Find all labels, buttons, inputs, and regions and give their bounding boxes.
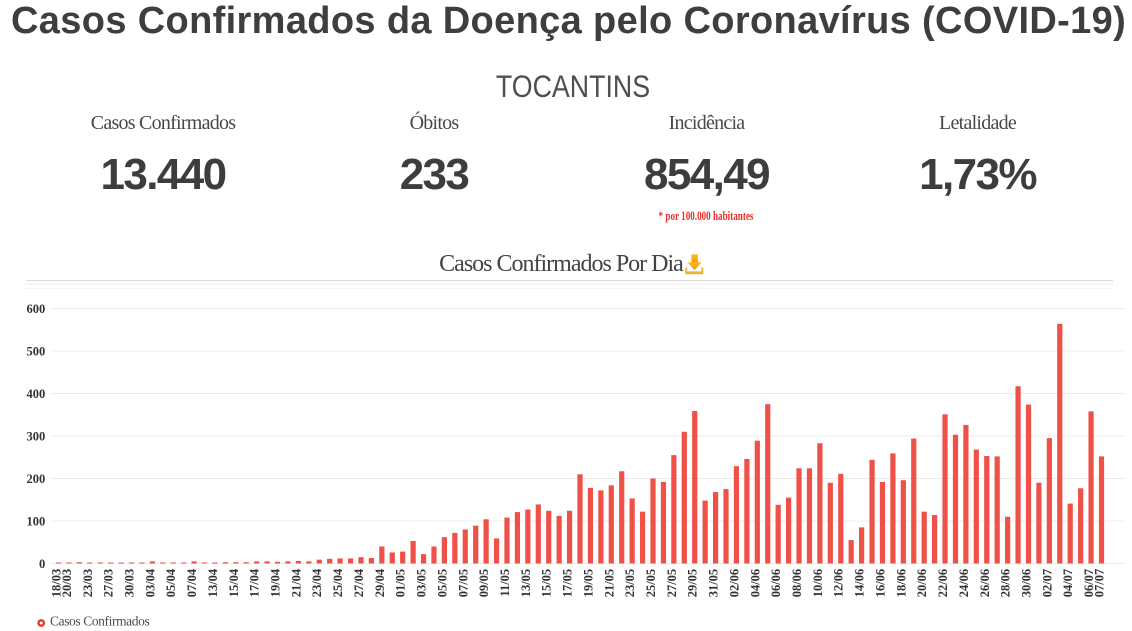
svg-text:29/05: 29/05 bbox=[686, 569, 700, 597]
svg-text:200: 200 bbox=[27, 472, 46, 486]
svg-text:12/06: 12/06 bbox=[832, 569, 846, 597]
svg-text:30/06: 30/06 bbox=[1019, 569, 1033, 597]
svg-text:03/04: 03/04 bbox=[143, 568, 157, 597]
svg-text:01/05: 01/05 bbox=[394, 569, 408, 597]
svg-text:11/05: 11/05 bbox=[498, 569, 512, 597]
svg-text:30/03: 30/03 bbox=[123, 569, 137, 597]
svg-text:26/06: 26/06 bbox=[978, 569, 992, 597]
svg-text:02/07: 02/07 bbox=[1040, 569, 1054, 597]
svg-text:17/04: 17/04 bbox=[248, 568, 262, 597]
svg-text:0: 0 bbox=[39, 557, 45, 571]
svg-text:14/06: 14/06 bbox=[853, 569, 867, 597]
svg-text:13/05: 13/05 bbox=[519, 569, 533, 597]
svg-text:18/03: 18/03 bbox=[50, 569, 64, 597]
svg-text:20/06: 20/06 bbox=[915, 569, 929, 597]
svg-text:06/06: 06/06 bbox=[769, 569, 783, 597]
svg-text:21/04: 21/04 bbox=[289, 568, 303, 597]
svg-text:08/06: 08/06 bbox=[790, 569, 804, 597]
svg-text:19/05: 19/05 bbox=[581, 569, 595, 597]
svg-text:04/06: 04/06 bbox=[748, 569, 762, 597]
svg-text:10/06: 10/06 bbox=[811, 569, 825, 597]
svg-text:29/04: 29/04 bbox=[373, 568, 387, 597]
svg-text:600: 600 bbox=[27, 302, 46, 316]
svg-text:24/06: 24/06 bbox=[957, 569, 971, 597]
svg-text:20/03: 20/03 bbox=[60, 569, 74, 597]
svg-text:13/04: 13/04 bbox=[206, 568, 220, 597]
svg-text:02/06: 02/06 bbox=[727, 569, 741, 597]
svg-text:100: 100 bbox=[27, 514, 46, 528]
svg-text:27/04: 27/04 bbox=[352, 568, 366, 597]
svg-text:25/04: 25/04 bbox=[331, 568, 345, 597]
svg-text:400: 400 bbox=[27, 387, 46, 401]
svg-text:07/04: 07/04 bbox=[185, 568, 199, 597]
svg-text:06/07: 06/07 bbox=[1082, 569, 1096, 597]
svg-text:31/05: 31/05 bbox=[707, 569, 721, 597]
svg-text:16/06: 16/06 bbox=[873, 569, 887, 597]
svg-text:15/04: 15/04 bbox=[227, 568, 241, 597]
svg-text:23/04: 23/04 bbox=[310, 568, 324, 597]
svg-text:17/05: 17/05 bbox=[561, 569, 575, 597]
svg-text:27/05: 27/05 bbox=[665, 569, 679, 597]
svg-text:05/04: 05/04 bbox=[164, 568, 178, 597]
svg-text:03/05: 03/05 bbox=[415, 569, 429, 597]
svg-text:18/06: 18/06 bbox=[894, 569, 908, 597]
svg-text:25/05: 25/05 bbox=[644, 569, 658, 597]
svg-text:Casos Confirmados: Casos Confirmados bbox=[50, 614, 149, 629]
svg-text:27/03: 27/03 bbox=[102, 569, 116, 597]
svg-text:22/06: 22/06 bbox=[936, 569, 950, 597]
svg-text:07/07: 07/07 bbox=[1093, 569, 1107, 597]
svg-text:28/06: 28/06 bbox=[999, 569, 1013, 597]
svg-text:07/05: 07/05 bbox=[456, 569, 470, 597]
svg-text:21/05: 21/05 bbox=[602, 569, 616, 597]
svg-text:04/07: 04/07 bbox=[1061, 569, 1075, 597]
svg-text:500: 500 bbox=[27, 344, 46, 358]
svg-text:09/05: 09/05 bbox=[477, 569, 491, 597]
svg-text:05/05: 05/05 bbox=[435, 569, 449, 597]
svg-text:23/05: 23/05 bbox=[623, 569, 637, 597]
svg-text:23/03: 23/03 bbox=[81, 569, 95, 597]
svg-text:19/04: 19/04 bbox=[269, 568, 283, 597]
svg-text:15/05: 15/05 bbox=[540, 569, 554, 597]
svg-text:300: 300 bbox=[27, 429, 46, 443]
